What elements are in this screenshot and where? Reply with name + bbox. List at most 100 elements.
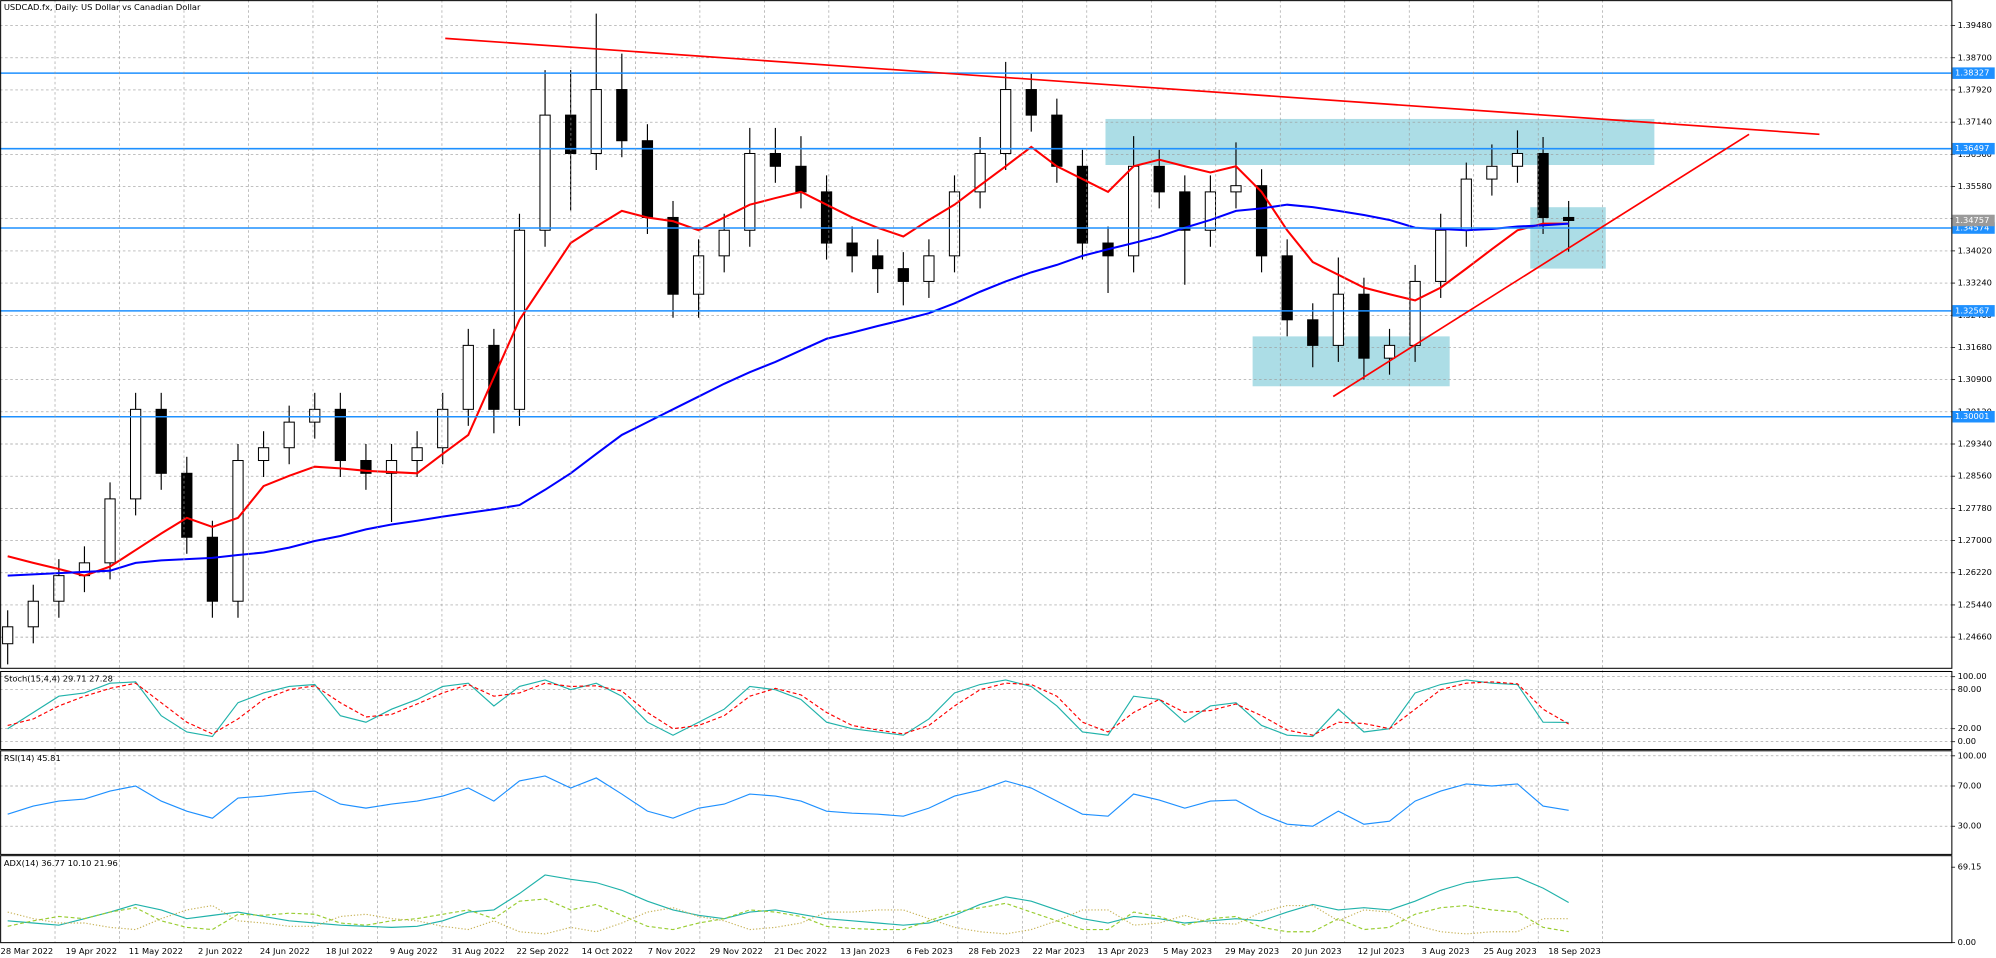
y-tick-label: 1.38700 xyxy=(1958,52,1992,62)
x-tick-label: 12 Jul 2023 xyxy=(1358,946,1405,956)
chart-title: USDCAD.fx, Daily: US Dollar vs Canadian … xyxy=(4,2,201,12)
level-label-box xyxy=(1952,410,1995,423)
y-tick-label: 20.00 xyxy=(1958,723,1982,733)
indicator-title: ADX(14) 36.77 10.10 21.96 xyxy=(4,858,118,868)
y-tick-label: 0.00 xyxy=(1958,937,1976,947)
candle-body xyxy=(1332,293,1344,346)
candle-body xyxy=(1000,89,1012,155)
candle-body xyxy=(769,152,781,167)
indicator-line xyxy=(7,681,1569,736)
candle-body xyxy=(974,152,986,193)
y-tick-label: 1.27780 xyxy=(1958,503,1992,513)
trend-lines xyxy=(445,37,1820,398)
candle-body xyxy=(1460,178,1472,231)
x-tick-label: 9 Aug 2022 xyxy=(390,946,438,956)
candle-body xyxy=(283,421,295,449)
candle-body xyxy=(257,447,270,462)
level-label-box xyxy=(1952,142,1995,155)
candle-body xyxy=(1051,114,1063,167)
candle-body xyxy=(948,191,961,257)
x-tick-label: 18 Sep 2023 xyxy=(1548,946,1601,956)
trend-line xyxy=(1332,133,1750,398)
candle-body xyxy=(1281,255,1293,321)
zone-box xyxy=(1105,118,1655,165)
candle-body xyxy=(27,600,39,628)
candle-body xyxy=(129,408,142,500)
x-tick-label: 25 Aug 2023 xyxy=(1483,946,1536,956)
candle-body xyxy=(795,165,807,193)
moving-average xyxy=(7,145,1569,577)
candle-body xyxy=(104,498,116,564)
panel-frame xyxy=(0,0,1953,669)
y-tick-label: 1.28560 xyxy=(1958,471,1992,481)
candle-body xyxy=(1230,185,1242,193)
candle-body xyxy=(1204,191,1217,231)
candle-body xyxy=(923,255,935,282)
x-tick-label: 24 Jun 2022 xyxy=(260,946,310,956)
x-tick-label: 3 Aug 2023 xyxy=(1422,946,1470,956)
candle-body xyxy=(1511,152,1524,167)
candle-body xyxy=(718,229,730,257)
candle-body xyxy=(1358,293,1370,359)
candle-body xyxy=(1435,229,1447,282)
candle-body xyxy=(641,140,654,218)
candle-body xyxy=(820,191,833,244)
candle-body xyxy=(206,536,219,602)
y-tick-label: 1.37920 xyxy=(1958,84,1992,94)
y-tick-label: 1.37140 xyxy=(1958,117,1992,127)
y-tick-label: 1.39480 xyxy=(1958,20,1992,30)
candle-body xyxy=(1537,152,1549,218)
candle-body xyxy=(1255,185,1268,257)
candle-body xyxy=(1383,344,1396,359)
moving-average xyxy=(7,203,1569,577)
x-tick-label: 5 May 2023 xyxy=(1163,946,1212,956)
candle-body xyxy=(1563,216,1575,221)
panel-frame xyxy=(0,855,1953,944)
x-tick-label: 13 Jan 2023 xyxy=(840,946,890,956)
candle-body xyxy=(897,268,909,282)
candle-body xyxy=(539,114,551,231)
level-label-box xyxy=(1952,222,1995,234)
candle-body xyxy=(692,255,705,295)
candle-body xyxy=(232,459,244,602)
indicator-line xyxy=(7,904,1569,935)
candle-body xyxy=(1179,191,1191,231)
y-tick-label: 70.00 xyxy=(1958,781,1982,791)
y-tick-label: 100.00 xyxy=(1958,750,1987,760)
candle-body xyxy=(360,459,372,474)
price-label-box xyxy=(1952,214,1995,227)
x-tick-label: 2 Jun 2022 xyxy=(198,946,243,956)
level-label: 1.36497 xyxy=(1955,143,1989,153)
candle-body xyxy=(462,344,474,410)
candle-body xyxy=(744,152,756,231)
indicator-title: RSI(14) 45.81 xyxy=(4,753,61,763)
x-tick-label: 22 Sep 2022 xyxy=(516,946,569,956)
indicator-title: Stoch(15,4,4) 29.71 27.28 xyxy=(4,674,113,684)
y-tick-label: 1.31680 xyxy=(1958,342,1992,352)
candle-body xyxy=(616,89,628,142)
y-tick-label: 80.00 xyxy=(1958,684,1982,694)
candle-body xyxy=(309,408,321,423)
x-tick-label: 14 Oct 2022 xyxy=(582,946,633,956)
y-tick-label: 1.26220 xyxy=(1958,567,1992,577)
candle-body xyxy=(334,408,346,462)
level-label: 1.34574 xyxy=(1955,223,1989,233)
candle-body xyxy=(590,89,602,155)
candle-body xyxy=(2,626,14,645)
candle-body xyxy=(53,575,65,602)
y-tick-label: 1.35580 xyxy=(1958,181,1992,191)
candle-body xyxy=(1307,319,1319,346)
y-tick-label: 1.29340 xyxy=(1958,439,1992,449)
x-tick-label: 11 May 2022 xyxy=(129,946,183,956)
candle-body xyxy=(1025,89,1037,116)
y-tick-label: 100.00 xyxy=(1958,671,1987,681)
candle-body xyxy=(155,408,167,474)
candle-body xyxy=(667,216,679,295)
panel-frames xyxy=(0,0,1953,944)
candle-body xyxy=(1409,280,1421,346)
x-tick-label: 29 May 2023 xyxy=(1225,946,1279,956)
level-label-box xyxy=(1952,67,1995,79)
